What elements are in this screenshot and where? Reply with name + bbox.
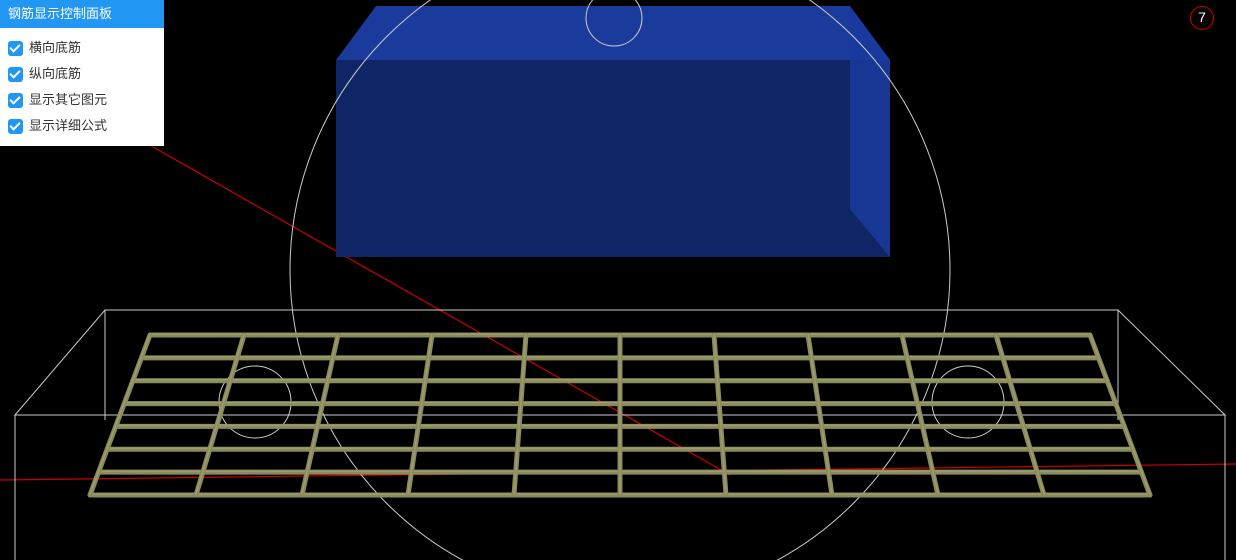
checkbox-icon — [8, 67, 23, 82]
panel-title: 钢筋显示控制面板 — [0, 0, 164, 28]
option-label: 横向底筋 — [29, 38, 81, 58]
checkbox-icon — [8, 41, 23, 56]
option-show-detail-formula[interactable]: 显示详细公式 — [8, 116, 156, 136]
option-show-other-elements[interactable]: 显示其它图元 — [8, 90, 156, 110]
scene-svg — [0, 0, 1236, 560]
checkbox-icon — [8, 119, 23, 134]
viewport-3d[interactable]: 7 — [0, 0, 1236, 560]
grid-label-bubble: 7 — [1190, 6, 1214, 30]
grid-label-text: 7 — [1198, 9, 1206, 25]
option-label: 纵向底筋 — [29, 64, 81, 84]
option-label: 显示详细公式 — [29, 116, 107, 136]
option-horizontal-bottom-rebar[interactable]: 横向底筋 — [8, 38, 156, 58]
panel-body: 横向底筋 纵向底筋 显示其它图元 显示详细公式 — [0, 28, 164, 146]
option-vertical-bottom-rebar[interactable]: 纵向底筋 — [8, 64, 156, 84]
checkbox-icon — [8, 93, 23, 108]
option-label: 显示其它图元 — [29, 90, 107, 110]
rebar-control-panel: 钢筋显示控制面板 横向底筋 纵向底筋 显示其它图元 显示详细公式 — [0, 0, 164, 146]
